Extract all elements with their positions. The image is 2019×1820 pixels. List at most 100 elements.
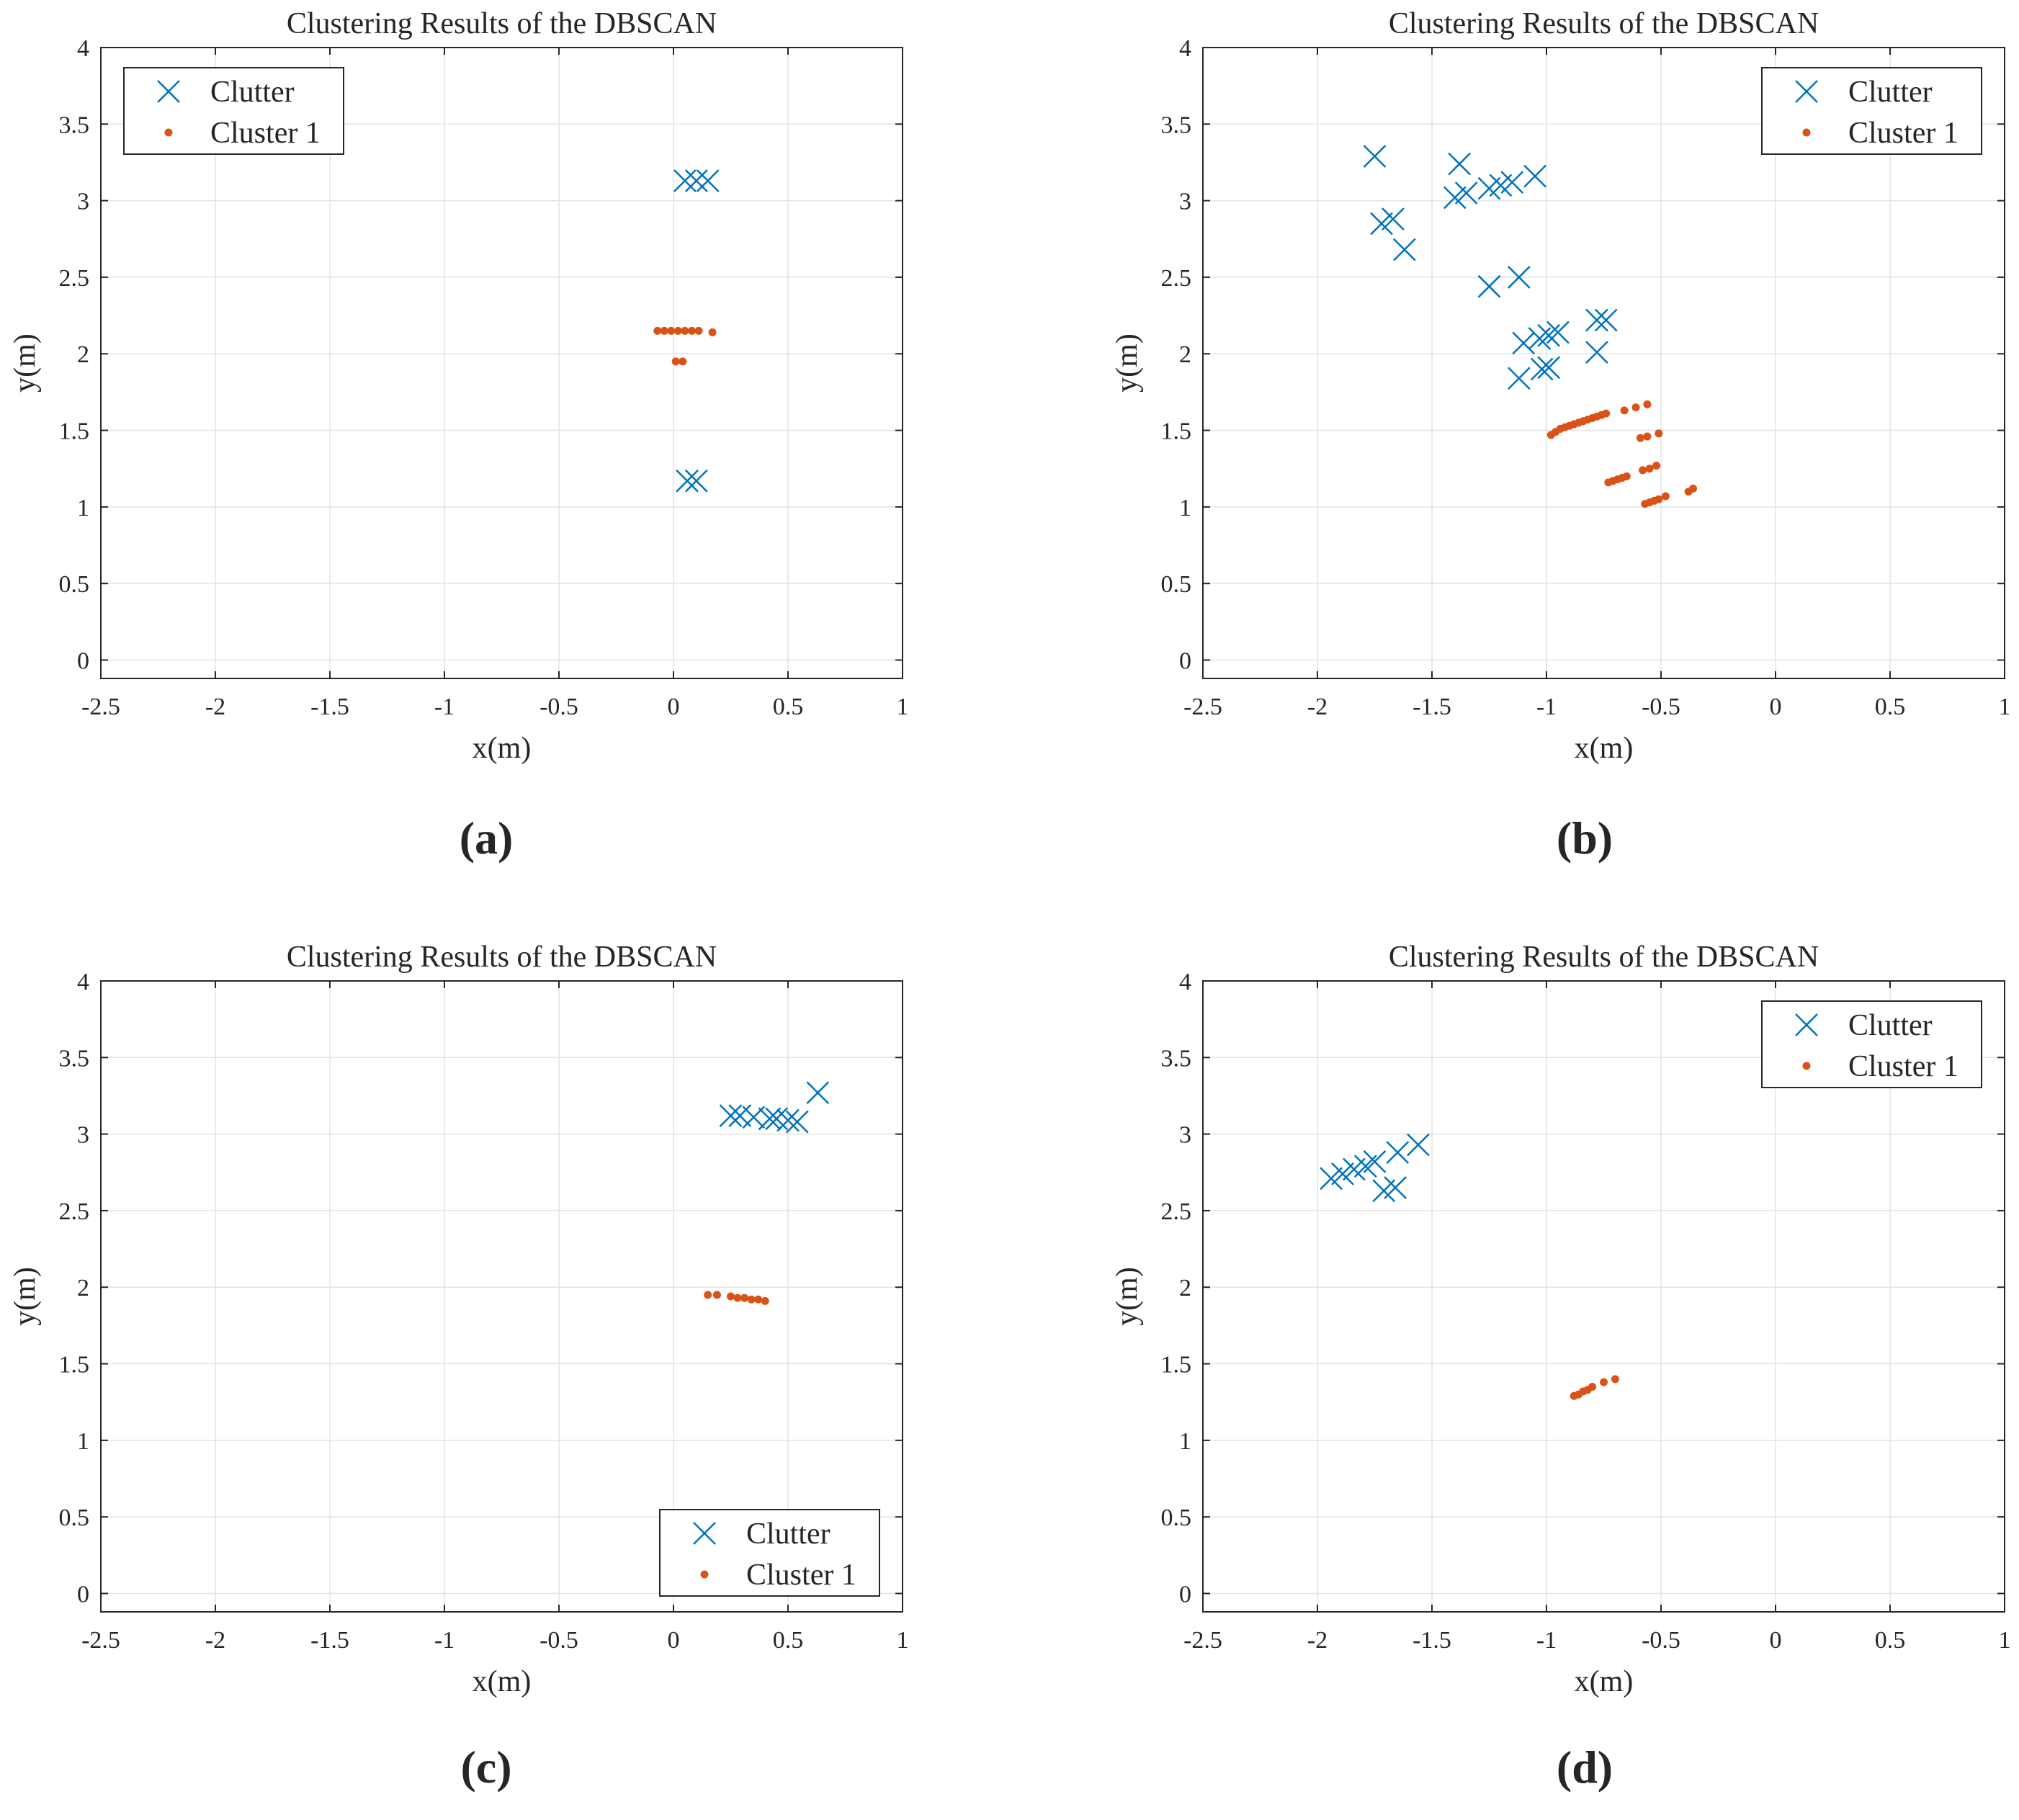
clutter-point [1443,186,1467,210]
y-tick-label: 0 [1179,1581,1191,1608]
clutter-point [1594,308,1618,332]
series-cluster-1 [704,1291,769,1305]
y-tick-label: 1 [77,495,89,521]
clutter-point [719,1104,743,1127]
x-tick-label: -1.5 [310,1627,349,1654]
clutter-point [1523,164,1546,188]
cluster-point [653,326,662,335]
y-tick-label: 0.5 [59,571,90,598]
y-tick-label: 1 [1179,1428,1191,1455]
panel-label: (c) [460,1741,511,1793]
cluster-point [1645,465,1654,473]
x-tick-label: -1 [434,1627,455,1654]
y-tick-label: 1.5 [59,418,90,445]
y-tick-label: 2.5 [1161,265,1192,292]
y-tick-label: 3 [77,1122,89,1149]
cluster-point [687,326,696,335]
y-tick-label: 1 [1179,495,1191,521]
y-tick-label: 3.5 [59,1045,90,1072]
x-tick-label: 1 [897,694,909,720]
y-tick-label: 3.5 [1161,1045,1192,1072]
cluster-point [740,1294,749,1302]
legend-cluster-marker [1802,128,1811,137]
axes-frame [100,47,903,679]
clutter-point [785,1110,809,1134]
cluster-point [1655,495,1663,503]
clutter-point [696,169,720,192]
clutter-point [1386,1141,1410,1165]
cluster-point [704,1291,712,1299]
x-tick-label: -2 [205,1627,225,1654]
panel-label: (a) [460,812,514,864]
cluster-point [681,326,689,335]
series-cluster-1 [653,326,717,366]
cluster-point [1602,409,1611,418]
series-clutter [719,1081,830,1134]
legend: Clutter Cluster 1 [1761,1000,1982,1088]
chart-panel-3: -2.5 -2 -1.5 -1 -0.5 0 0.5 1 0 0.5 1 1.5 2 2.5 3 3.5 4 Cl… [9,941,909,1793]
y-tick-label: 2 [77,341,89,368]
legend-label: Clutter [746,1518,831,1551]
clutter-point [1331,1162,1354,1185]
x-tick-label: -1.5 [310,694,349,720]
x-tick-label: 0.5 [1875,1627,1906,1654]
y-tick-label: 2.5 [59,1198,90,1225]
x-tick-label: -2 [1307,1627,1328,1654]
series-clutter [1320,1133,1430,1203]
y-tick-label: 3 [1179,1122,1191,1149]
y-tick-label: 2.5 [59,265,90,292]
cluster-point [1611,1375,1619,1384]
panel-label: (b) [1557,812,1613,864]
clutter-point [1407,1133,1430,1157]
clutter-point [1363,145,1387,168]
clutter-point [1546,320,1570,344]
x-tick-label: 0 [668,694,680,720]
clutter-point [676,469,699,493]
legend-label: Clutter [1848,76,1933,109]
clutter-point [1530,357,1554,381]
x-tick-label: -0.5 [540,1627,578,1654]
y-axis-label: y(m) [1111,1267,1144,1326]
axes-frame [100,980,903,1613]
clutter-point [1382,207,1405,231]
cluster-point [694,326,703,335]
y-tick-label: 1.5 [59,1352,90,1379]
cluster-point [1689,484,1698,493]
legend-box [123,67,344,155]
chart-title: Clustering Results of the DBSCAN [287,7,717,40]
clutter-point [684,469,708,493]
cluster-point [708,328,717,336]
cluster-point [733,1294,742,1302]
y-axis-label: y(m) [9,333,42,393]
clutter-point [1585,308,1608,332]
cluster-point [727,1292,735,1301]
y-tick-label: 2 [77,1275,89,1301]
y-tick-label: 2 [1179,1275,1191,1301]
cluster-point [754,1295,763,1304]
clutter-point [1384,1176,1407,1199]
clutter-point [1537,323,1561,347]
y-tick-label: 4 [1179,969,1191,995]
clutter-point [1507,266,1531,289]
clutter-point [1454,181,1478,205]
x-tick-label: -1 [434,694,455,720]
clutter-point [1500,171,1524,194]
clutter-point [1320,1167,1343,1191]
y-tick-label: 1.5 [1161,1352,1192,1379]
x-tick-label: -2 [205,694,225,720]
cluster-point [747,1295,756,1304]
clutter-point [776,1108,800,1132]
cluster-point [1620,406,1629,415]
clutter-point [1512,331,1536,355]
x-tick-label: -0.5 [1642,694,1680,720]
plot-area [101,981,903,1612]
x-tick-label: 1 [1999,1627,2011,1654]
legend-label: Clutter [1848,1009,1933,1042]
legend: Clutter Cluster 1 [123,67,344,155]
y-tick-label: 4 [1179,35,1191,62]
cluster-point [1655,429,1663,438]
clutter-point [1537,356,1561,380]
cluster-point [1622,472,1631,480]
clutter-point [673,169,697,192]
